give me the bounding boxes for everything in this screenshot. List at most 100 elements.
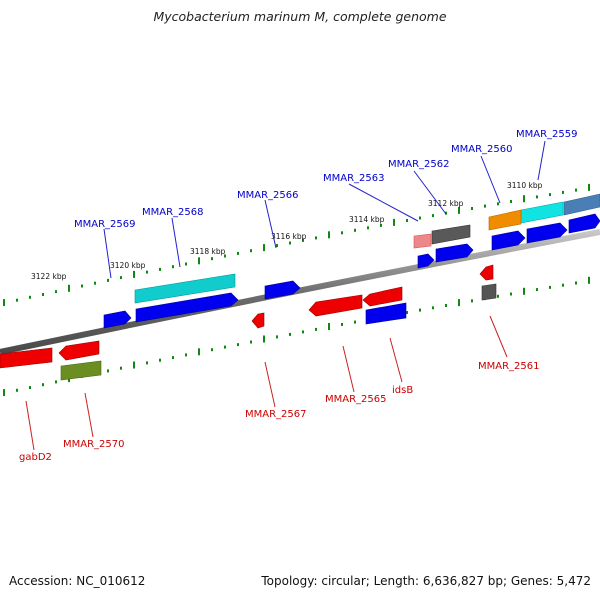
ruler-label-3112: 3112 kbp	[428, 199, 464, 208]
gene-block-mmar-2562-gray[interactable]	[431, 224, 471, 245]
label-mmar-2560[interactable]: MMAR_2560	[451, 144, 513, 155]
inner-row-tick	[419, 308, 421, 312]
outer-row-tick	[484, 204, 486, 208]
gene-arrow-mmar-2566[interactable]	[264, 280, 301, 300]
outer-row-tick	[432, 214, 434, 218]
label-mmar-2559[interactable]: MMAR_2559	[516, 129, 578, 140]
gene-block-mmar-2560-orange[interactable]	[488, 209, 522, 231]
inner-row-tick	[263, 335, 265, 343]
gene-block-mmar-2561-gray[interactable]	[481, 283, 497, 301]
gene-block-mmar-2559-cyan[interactable]	[520, 201, 564, 224]
label-idsb[interactable]: idsB	[392, 385, 413, 396]
gene-arrow-mmar-2560[interactable]	[491, 230, 526, 251]
inner-row-tick	[159, 358, 161, 362]
inner-row-tick	[432, 306, 434, 310]
outer-row-tick	[276, 244, 278, 247]
genome-backbone	[0, 229, 600, 355]
inner-row-tick	[497, 294, 499, 298]
callout-line-mmar-2566	[264, 199, 277, 249]
inner-row-tick	[16, 388, 18, 392]
outer-row-tick	[354, 228, 356, 232]
inner-row-tick	[562, 283, 564, 287]
outer-row-tick	[3, 299, 5, 307]
outer-row-tick	[328, 231, 330, 239]
callout-line-mmar-2567	[264, 361, 276, 408]
forward-callouts	[103, 140, 546, 279]
callout-line-mmar-2562	[413, 170, 447, 215]
outer-row-tick	[380, 223, 382, 227]
label-mmar-2561[interactable]: MMAR_2561	[478, 361, 540, 372]
gene-arrow-mmar-2568[interactable]	[135, 292, 239, 323]
gene-block-mmar-2570-olive[interactable]	[60, 360, 102, 381]
outer-row-tick	[523, 195, 525, 203]
outer-row-tick	[81, 284, 83, 288]
reverse-gene-labels: MMAR_2561 idsB MMAR_2565 MMAR_2567 MMAR_…	[19, 361, 540, 463]
gene-arrow-idsb-upper[interactable]	[362, 286, 403, 307]
inner-row-tick	[471, 299, 473, 303]
forward-genes	[103, 213, 600, 329]
outer-row-tick	[536, 195, 538, 199]
label-mmar-2563[interactable]: MMAR_2563	[323, 173, 385, 184]
outer-row-tick	[185, 262, 187, 266]
callout-line-mmar-2560	[480, 155, 501, 204]
gene-arrow-mmar-2567[interactable]	[251, 312, 265, 329]
gene-block-mmar-2559-steelblue[interactable]	[563, 193, 600, 216]
outer-row-tick	[120, 276, 122, 280]
outer-row-tick	[471, 207, 473, 210]
outer-row-tick	[367, 226, 369, 230]
label-gabd2[interactable]: gabD2	[19, 452, 52, 463]
outer-row-tick	[497, 202, 499, 206]
inner-row-tick	[523, 287, 525, 295]
outer-row-tick	[94, 281, 96, 285]
gene-arrow-mmar-2563[interactable]	[417, 253, 435, 269]
gene-arrow-gabd2[interactable]	[0, 347, 53, 369]
callout-line-mmar-2561	[489, 315, 508, 358]
gene-arrow-mmar-2561[interactable]	[479, 264, 494, 281]
label-mmar-2569[interactable]: MMAR_2569	[74, 219, 136, 230]
inner-row-tick	[276, 335, 278, 339]
inner-row-tick	[3, 389, 5, 397]
label-mmar-2562[interactable]: MMAR_2562	[388, 159, 450, 170]
outer-row-tick	[172, 265, 174, 269]
inner-row-tick	[549, 285, 551, 289]
outer-row-tick	[211, 257, 213, 261]
gene-arrow-mmar-2560a[interactable]	[526, 222, 568, 244]
inner-row-tick	[536, 288, 538, 292]
gene-arrow-mmar-2565[interactable]	[308, 294, 363, 317]
gene-block-mmar-2563-pink[interactable]	[413, 233, 432, 249]
inner-row-tick	[42, 383, 44, 387]
genome-summary-text: Topology: circular; Length: 6,636,827 bp…	[261, 574, 591, 588]
callout-line-mmar-2568	[171, 217, 181, 268]
gene-arrow-mmar-2570-red[interactable]	[58, 340, 100, 361]
inner-row-tick	[55, 380, 57, 384]
outer-row-tick	[562, 190, 564, 194]
outer-row-tick	[159, 267, 161, 271]
label-mmar-2567[interactable]: MMAR_2567	[245, 409, 307, 420]
inner-row-tick	[302, 330, 304, 334]
gene-block-idsb-blue[interactable]	[365, 302, 407, 325]
outer-row-tick	[146, 270, 148, 274]
outer-row-tick	[510, 200, 512, 203]
inner-row-tick	[458, 299, 460, 307]
outer-row-tick	[133, 270, 135, 278]
inner-row-tick	[575, 281, 577, 285]
gene-arrow-mmar-2569[interactable]	[103, 310, 132, 329]
map-title: Mycobacterium marinum M, complete genome	[153, 9, 447, 24]
inner-row-tick	[354, 320, 356, 324]
label-mmar-2565[interactable]: MMAR_2565	[325, 394, 387, 405]
outer-row-tick	[42, 293, 44, 296]
gene-block-mmar-2568-cyan[interactable]	[134, 273, 236, 304]
gene-arrow-mmar-2559[interactable]	[568, 213, 600, 234]
outer-row-tick	[29, 295, 31, 299]
label-mmar-2570[interactable]: MMAR_2570	[63, 439, 125, 450]
label-mmar-2568[interactable]: MMAR_2568	[142, 207, 204, 218]
ruler-label-3122: 3122 kbp	[31, 272, 67, 281]
label-mmar-2566[interactable]: MMAR_2566	[237, 190, 299, 201]
ruler-label-3114: 3114 kbp	[349, 215, 385, 224]
forward-gene-labels: MMAR_2559 MMAR_2560 MMAR_2562 MMAR_2563 …	[74, 129, 578, 230]
feature-track-upper	[134, 193, 600, 304]
callout-line-gabd2	[25, 400, 35, 451]
gene-arrow-mmar-2562[interactable]	[435, 243, 474, 263]
outer-tick-row	[3, 183, 590, 307]
